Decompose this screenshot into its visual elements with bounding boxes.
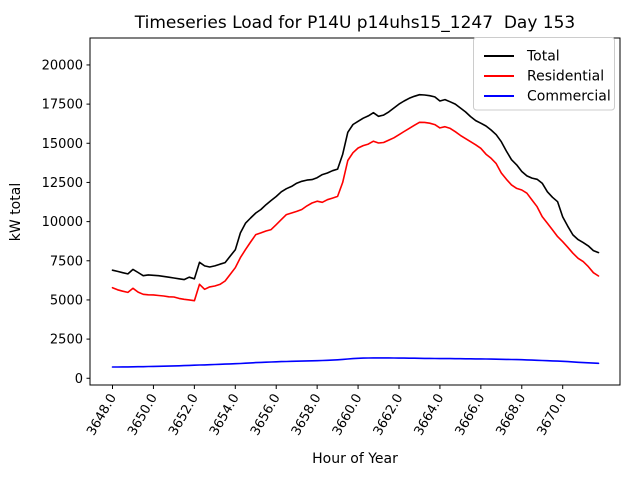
series-line-residential bbox=[111, 121, 600, 302]
y-tick-label: 5000 bbox=[50, 293, 83, 308]
y-axis-ticks: 0 2500 5000 7500 10000 12500 15000 17500 20000 bbox=[42, 58, 90, 387]
plot-frame bbox=[89, 37, 621, 386]
legend: Total Residential Commercial bbox=[473, 37, 615, 111]
legend-label-total: Total bbox=[526, 49, 560, 65]
y-axis-label: kW total bbox=[8, 183, 24, 241]
series-lines bbox=[111, 93, 600, 368]
y-tick-label: 20000 bbox=[42, 58, 83, 73]
chart-title: Timeseries Load for P14U p14uhs15_1247 D… bbox=[134, 13, 576, 33]
y-tick-label: 15000 bbox=[42, 137, 83, 152]
y-tick-label: 0 bbox=[75, 372, 83, 387]
series-line-total bbox=[111, 93, 600, 281]
y-tick-label: 12500 bbox=[42, 176, 83, 191]
legend-label-residential: Residential bbox=[527, 69, 604, 85]
series-line-commercial bbox=[111, 357, 600, 368]
x-axis-label: Hour of Year bbox=[312, 451, 398, 467]
y-tick-label: 7500 bbox=[50, 254, 83, 269]
y-tick-label: 2500 bbox=[50, 333, 83, 348]
y-tick-label: 17500 bbox=[42, 98, 83, 113]
y-tick-label: 10000 bbox=[42, 215, 83, 230]
legend-label-commercial: Commercial bbox=[527, 89, 611, 105]
